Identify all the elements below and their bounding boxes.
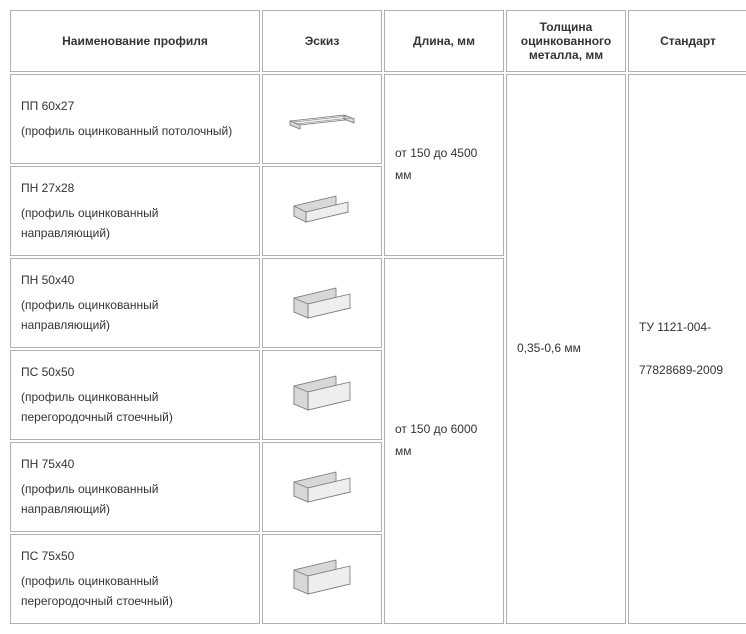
profile-desc: (профиль оцинкованный направляющий) [21,480,249,518]
profile-code: ПН 75х40 [21,455,249,474]
header-name: Наименование профиля [10,10,260,72]
cell-name: ПН 50х40 (профиль оцинкованный направляющ… [10,258,260,348]
cell-name: ПП 60х27 (профиль оцинкованный потолочный… [10,74,260,164]
cell-standard: ТУ 1121-004- 77828689-2009 [628,74,746,624]
cell-name: ПН 27х28 (профиль оцинкованный направляющ… [10,166,260,256]
profile-desc: (профиль оцинкованный направляющий) [21,296,249,334]
table-row: ПП 60х27 (профиль оцинкованный потолочный… [10,74,746,164]
cell-length: от 150 до 6000 мм [384,258,504,624]
profile-sketch-icon [286,405,358,419]
standard-line1: ТУ 1121-004- [639,317,737,339]
standard-line2: 77828689-2009 [639,360,737,382]
profile-sketch-icon [288,217,356,231]
header-thickness: Толщина оцинкованного металла, мм [506,10,626,72]
cell-sketch [262,166,382,256]
cell-sketch [262,74,382,164]
profile-desc: (профиль оцинкованный перегородочный сто… [21,572,249,610]
cell-name: ПН 75х40 (профиль оцинкованный направляющ… [10,442,260,532]
profile-desc: (профиль оцинкованный направляющий) [21,204,249,242]
profile-sketch-icon [286,313,358,327]
cell-sketch [262,534,382,624]
profile-table: Наименование профиля Эскиз Длина, мм Тол… [8,8,746,626]
cell-thickness: 0,35-0,6 мм [506,74,626,624]
cell-name: ПС 75х50 (профиль оцинкованный перегородо… [10,534,260,624]
profile-sketch-icon [286,122,358,136]
profile-desc: (профиль оцинкованный перегородочный сто… [21,388,249,426]
profile-code: ПН 27х28 [21,179,249,198]
profile-sketch-icon [286,497,358,511]
profile-code: ПН 50х40 [21,271,249,290]
header-length: Длина, мм [384,10,504,72]
cell-length: от 150 до 4500 мм [384,74,504,256]
profile-code: ПС 75х50 [21,547,249,566]
profile-sketch-icon [286,589,358,603]
profile-code: ПП 60х27 [21,97,249,116]
cell-sketch [262,258,382,348]
table-body: ПП 60х27 (профиль оцинкованный потолочный… [10,74,746,624]
profile-code: ПС 50х50 [21,363,249,382]
header-sketch: Эскиз [262,10,382,72]
cell-name: ПС 50х50 (профиль оцинкованный перегородо… [10,350,260,440]
cell-sketch [262,350,382,440]
profile-desc: (профиль оцинкованный потолочный) [21,122,249,141]
header-row: Наименование профиля Эскиз Длина, мм Тол… [10,10,746,72]
cell-sketch [262,442,382,532]
header-standard: Стандарт [628,10,746,72]
